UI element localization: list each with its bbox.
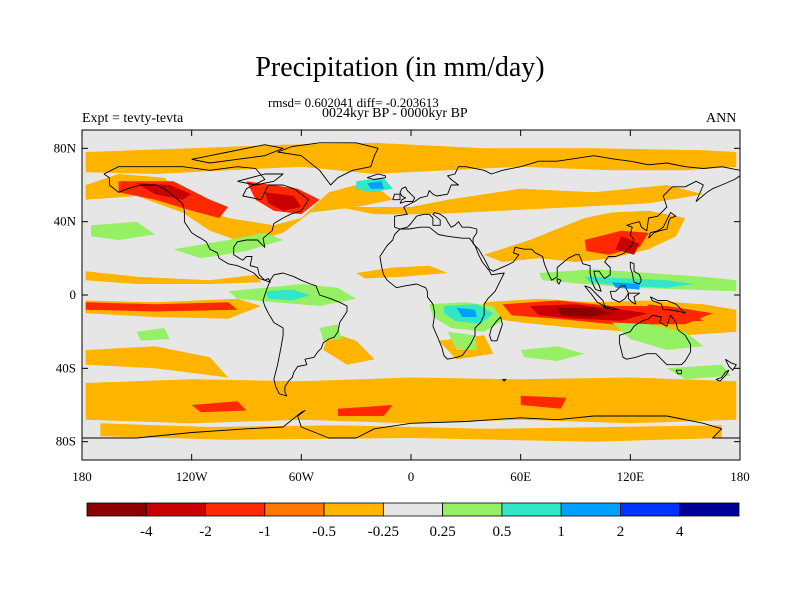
latitude-axis: 80N 40N 0 40S 80S (54, 140, 740, 449)
anomaly-region (85, 142, 737, 174)
anomaly-region (456, 307, 477, 317)
coastline (277, 142, 379, 186)
coastline (602, 305, 620, 311)
colorbar-label: 0.5 (493, 524, 512, 540)
coastline (394, 155, 740, 292)
colorbar-swatch (205, 502, 266, 517)
anomaly-fields (85, 142, 737, 442)
anomaly-region (319, 324, 342, 341)
coastline (629, 261, 642, 285)
coastline (103, 166, 310, 283)
coastline (489, 316, 503, 342)
chart-title: Precipitation (in mm/day) (255, 52, 545, 83)
coastline (675, 369, 682, 375)
lon-tick-label: 120W (176, 469, 209, 484)
coastline (649, 296, 686, 314)
lat-tick-label: 80N (54, 140, 77, 155)
longitude-axis: 180 120W 60W 0 60E 120E 180 (72, 130, 750, 484)
anomaly-region (85, 377, 737, 424)
experiment-label: Expt = tevty-tevta (82, 111, 184, 126)
colorbar-swatch (620, 502, 681, 517)
lat-tick-label: 80S (56, 434, 76, 449)
anomaly-region (367, 181, 384, 189)
lon-tick-label: 120E (617, 469, 645, 484)
anomaly-region (173, 232, 284, 259)
colorbar-label: 1 (557, 524, 565, 540)
lon-tick-label: 60W (289, 469, 315, 484)
coastline (502, 378, 507, 382)
anomaly-region (337, 185, 704, 215)
anomaly-region (323, 331, 375, 365)
coastline (648, 212, 677, 239)
anomaly-region (520, 346, 585, 361)
anomaly-region (85, 271, 262, 284)
coastline (556, 278, 562, 285)
anomaly-region (118, 181, 229, 218)
colorbar-swatch (679, 502, 740, 517)
colorbar-label: -4 (140, 524, 153, 540)
anomaly-region (264, 192, 302, 211)
lon-tick-label: 180 (72, 469, 92, 484)
coastline (237, 173, 284, 186)
colorbar-label: 4 (676, 524, 684, 540)
season-label: ANN (706, 111, 737, 126)
anomaly-region (85, 346, 229, 378)
colorbar-swatch (501, 502, 562, 517)
anomaly-region (356, 265, 448, 279)
coastline (82, 410, 740, 439)
colorbar-swatch (145, 502, 206, 517)
anomaly-region (666, 364, 731, 380)
colorbar-label: -2 (199, 524, 212, 540)
lon-tick-label: 180 (730, 469, 750, 484)
colorbar-swatch (382, 502, 444, 517)
colorbar-label: 2 (617, 524, 625, 540)
anomaly-region (85, 302, 238, 312)
colorbar-swatch (264, 502, 325, 517)
anomaly-region (520, 395, 567, 409)
coastline (191, 144, 284, 164)
anomaly-region (91, 221, 156, 240)
coastline (392, 193, 401, 201)
colorbar-swatch (86, 502, 147, 517)
anomaly-region (557, 307, 613, 317)
coastline (366, 173, 386, 180)
anomaly-region (615, 236, 640, 255)
coastline (584, 285, 606, 307)
anomaly-region (337, 405, 393, 416)
colorbar-label: -1 (259, 524, 272, 540)
colorbar-swatch (323, 502, 384, 517)
coastline (262, 272, 348, 397)
anomaly-region (136, 328, 170, 341)
lon-tick-label: 60E (510, 469, 531, 484)
coastline (724, 358, 737, 371)
stats-line: rmsd= 0.602041 diff= -0.203613 (268, 95, 439, 110)
anomaly-region (584, 276, 695, 288)
colorbar-swatch (560, 502, 621, 517)
lon-tick-label: 0 (408, 469, 415, 484)
anomaly-region (612, 322, 704, 350)
colorbar-label: 0.25 (430, 524, 456, 540)
lat-tick-label: 40N (54, 214, 77, 229)
coastline (628, 292, 640, 305)
anomaly-region (264, 289, 311, 301)
coastline (379, 226, 505, 360)
anomaly-region (191, 401, 247, 413)
period-line: 0024kyr BP - 0000kyr BP (322, 106, 468, 121)
anomaly-region (645, 304, 704, 323)
colorbar-swatch (442, 502, 503, 517)
colorbar: -4 -2 -1 -0.5 -0.25 0.25 0.5 1 2 4 (86, 502, 740, 540)
coastlines (82, 142, 740, 439)
coastline (399, 186, 416, 204)
coastline (618, 314, 692, 366)
lat-tick-label: 0 (70, 287, 77, 302)
colorbar-label: -0.5 (312, 524, 336, 540)
colorbar-label: -0.25 (368, 524, 399, 540)
lat-tick-label: 40S (56, 360, 76, 375)
coastline (715, 369, 730, 382)
anomaly-region (136, 183, 192, 200)
